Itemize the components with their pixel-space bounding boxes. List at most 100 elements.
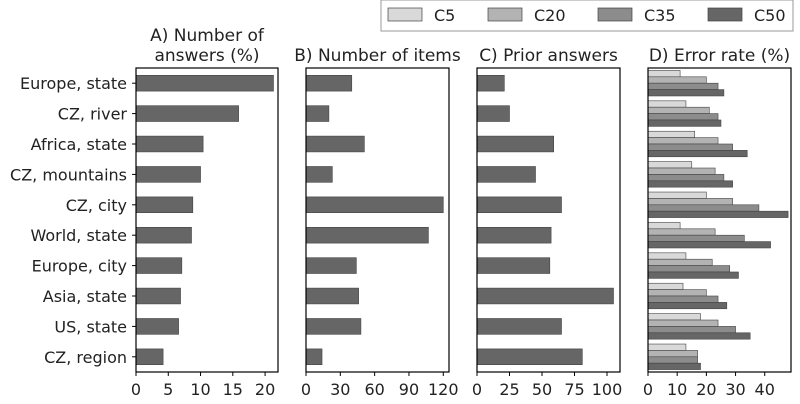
bar-c20-10 [647,350,698,358]
bar-7 [476,257,551,274]
bar-c35-1 [647,82,719,90]
x-tick-label: 40 [755,380,775,399]
category-label: Europe, city [32,257,127,276]
x-tick-label: 50 [532,380,552,399]
bar-7 [305,257,357,274]
x-tick-label: 120 [428,380,459,399]
bar-3 [305,135,365,153]
category-label: CZ, mountains [10,165,127,184]
bar-1 [476,74,505,92]
bar-6 [305,226,429,244]
legend-label-c50: C50 [754,6,786,25]
bar-c5-9 [647,313,701,321]
bar-2 [305,105,330,122]
panel-title: A) Number of [150,26,265,46]
bar-10 [305,348,323,366]
bar-c35-3 [647,143,733,151]
bar-c20-3 [647,137,719,145]
bar-5 [135,196,194,214]
bar-4 [305,166,333,183]
bar-c20-5 [647,198,733,206]
panel-frame [305,67,450,373]
x-tick-label: 90 [399,380,419,399]
bar-7 [135,257,183,274]
bar-9 [305,318,362,335]
panel-c: C) Prior answers 0 25 50 75 100 [472,46,622,399]
panel-d: D) Error rate (%) 0 10 20 30 40 [643,46,792,399]
bar-c20-7 [647,258,713,266]
bar-c5-1 [647,70,681,78]
bar-c50-4 [647,180,733,188]
bar-c5-7 [647,252,687,260]
bar-6 [476,226,552,244]
bar-c20-8 [647,289,707,297]
bar-c50-3 [647,150,748,158]
bar-c35-5 [647,204,760,212]
bar-10 [476,348,583,366]
bar-4 [135,166,201,183]
legend-label-c20: C20 [534,6,566,25]
category-label: CZ, region [44,348,127,367]
x-tick-label: 30 [330,380,350,399]
bar-c50-6 [647,241,771,249]
legend-swatch-c35 [597,7,633,22]
bar-c5-10 [647,343,687,351]
bar-c50-5 [647,210,789,218]
panel-title: B) Number of items [294,46,461,66]
x-tick-label: 20 [255,380,275,399]
bar-10 [135,348,164,366]
x-tick-label: 60 [364,380,384,399]
bar-c35-10 [647,356,698,364]
bar-c35-6 [647,234,745,242]
legend-label-c35: C35 [644,6,676,25]
bar-c20-2 [647,106,710,114]
bar-8 [476,287,614,305]
legend-label-c5: C5 [434,6,455,25]
panel-title: D) Error rate (%) [649,46,790,66]
x-tick-label: 0 [643,380,653,399]
bar-c35-7 [647,265,731,273]
legend-swatch-c5 [387,7,423,22]
bar-c50-8 [647,302,728,310]
bar-4 [476,166,536,183]
bar-c5-6 [647,222,681,230]
bar-5 [476,196,562,214]
panel-b: B) Number of items 0 30 60 90 120 [294,46,461,399]
x-tick-label: 15 [223,380,243,399]
x-tick-label: 0 [472,380,482,399]
x-tick-label: 5 [163,380,173,399]
bar-3 [135,135,204,153]
panel-title: C) Prior answers [479,46,618,66]
x-tick-label: 0 [301,380,311,399]
bar-c50-1 [647,89,725,97]
bar-5 [305,196,444,214]
bar-9 [135,318,179,335]
legend-swatch-c20 [487,7,523,22]
bar-c35-4 [647,174,725,182]
bar-c50-7 [647,271,739,279]
bar-1 [135,74,274,92]
legend: C5 C20 C35 C50 [380,0,794,32]
bar-c50-10 [647,362,701,370]
panel-frame [135,67,279,373]
category-label: CZ, city [66,196,127,215]
bar-c20-9 [647,319,719,327]
x-tick-label: 25 [499,380,519,399]
bar-3 [476,135,554,153]
bar-c20-1 [647,76,707,84]
x-tick-label: 10 [190,380,210,399]
x-tick-label: 0 [131,380,141,399]
category-label: Asia, state [43,287,127,306]
category-label: US, state [54,317,127,336]
legend-swatch-c50 [707,7,743,22]
bar-c35-8 [647,295,719,303]
bar-9 [476,318,562,335]
bar-8 [135,287,181,305]
x-tick-label: 75 [564,380,584,399]
x-tick-label: 30 [725,380,745,399]
bar-2 [135,105,239,122]
panel-title: answers (%) [154,46,259,66]
